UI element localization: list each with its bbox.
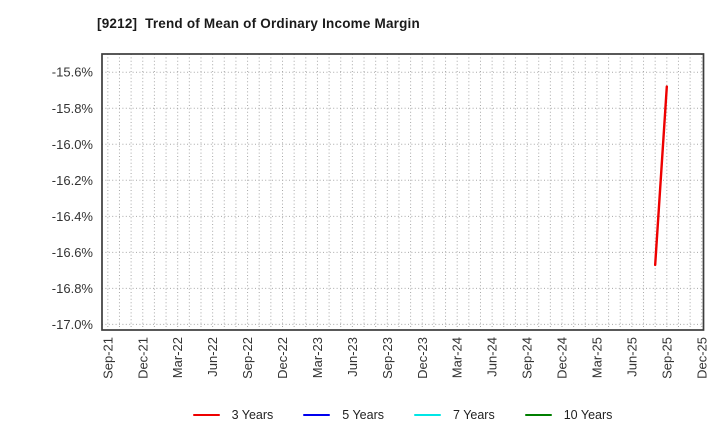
x-tick-label: Mar-23 (310, 337, 325, 378)
x-tick-label: Jun-24 (485, 337, 500, 377)
y-tick-label: -16.6% (52, 245, 94, 260)
legend-label: 10 Years (563, 408, 613, 422)
y-tick-label: -15.8% (52, 101, 94, 116)
x-tick-label: Jun-22 (205, 337, 220, 377)
chart-legend: 3 Years 5 Years 7 Years 10 Years (102, 404, 703, 426)
legend-line-swatch (303, 413, 331, 417)
x-tick-label: Mar-25 (589, 337, 604, 378)
x-tick-label: Sep-24 (520, 337, 535, 379)
legend-line-swatch (192, 413, 220, 417)
x-tick-label: Sep-22 (240, 337, 255, 379)
x-tick-label: Sep-21 (100, 337, 115, 379)
x-tick-label: Sep-23 (380, 337, 395, 379)
y-tick-label: -15.6% (52, 65, 94, 80)
x-tick-label: Dec-25 (694, 337, 709, 379)
x-tick-label: Jun-23 (345, 337, 360, 377)
y-tick-label: -17.0% (52, 317, 94, 332)
legend-item-5-years: 5 Years (303, 408, 384, 422)
chart-title: [9212] Trend of Mean of Ordinary Income … (97, 16, 420, 31)
y-tick-label: -16.0% (52, 137, 94, 152)
legend-item-3-years: 3 Years (192, 408, 274, 422)
legend-label: 7 Years (453, 408, 495, 422)
legend-item-7-years: 7 Years (414, 408, 495, 422)
legend-item-10-years: 10 Years (524, 408, 613, 422)
y-tick-label: -16.8% (52, 281, 94, 296)
x-tick-label: Jun-25 (624, 337, 639, 377)
x-tick-label: Mar-22 (170, 337, 185, 378)
x-tick-label: Sep-25 (659, 337, 674, 379)
x-tick-label: Dec-24 (555, 337, 570, 379)
y-tick-label: -16.2% (52, 173, 94, 188)
series-line-3-years (653, 85, 669, 267)
x-tick-label: Dec-21 (135, 337, 150, 379)
legend-line-swatch (524, 413, 552, 417)
x-tick-label: Mar-24 (450, 337, 465, 378)
x-tick-label: Dec-22 (275, 337, 290, 379)
plot-border (101, 53, 705, 331)
legend-label: 5 Years (342, 408, 385, 422)
legend-label: 3 Years (231, 408, 274, 422)
y-tick-label: -16.4% (52, 209, 94, 224)
x-tick-label: Dec-23 (415, 337, 430, 379)
legend-line-swatch (414, 413, 442, 417)
